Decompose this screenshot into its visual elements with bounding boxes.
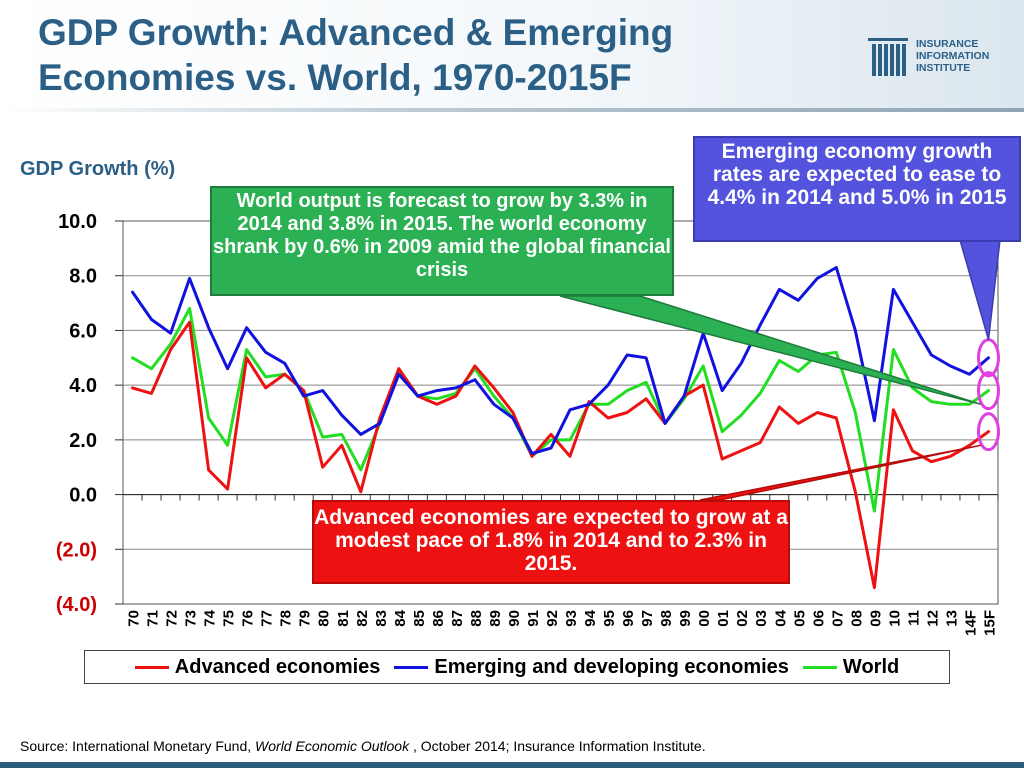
y-tick-label: (4.0)	[56, 594, 97, 616]
title-line-1: GDP Growth: Advanced & Emerging	[38, 12, 674, 53]
logo-line-3: INSTITUTE	[916, 62, 971, 74]
x-tick-label: 70	[126, 610, 143, 627]
x-tick-label: 90	[506, 610, 523, 627]
footer-band	[0, 762, 1024, 768]
x-tick-label: 82	[354, 610, 371, 627]
x-tick-label: 04	[772, 609, 789, 626]
logo-line-2: INFORMATION	[916, 50, 990, 62]
x-tick-label: 79	[297, 610, 314, 627]
logo-line-1: INSURANCE	[916, 38, 979, 50]
advanced-callout-pointer	[699, 444, 982, 501]
x-tick-label: 94	[582, 609, 599, 626]
x-tick-label: 83	[373, 610, 390, 627]
y-tick-label: 10.0	[58, 211, 97, 233]
legend-label-world: World	[842, 655, 900, 678]
header-divider	[0, 108, 1024, 112]
x-tick-label: 09	[867, 610, 884, 627]
x-tick-label: 85	[411, 610, 428, 627]
iii-logo-icon	[868, 38, 908, 76]
x-tick-label: 72	[164, 610, 181, 627]
x-tick-label: 13	[943, 610, 960, 627]
x-tick-label: 00	[696, 610, 713, 627]
x-tick-label: 98	[658, 610, 675, 627]
series-line-world	[131, 307, 990, 513]
x-tick-label: 86	[430, 610, 447, 627]
x-tick-label: 11	[905, 610, 922, 626]
world-callout-pointer	[559, 295, 982, 406]
x-tick-label: 73	[183, 610, 200, 627]
x-tick-label: 92	[544, 610, 561, 627]
x-tick-label: 10	[886, 610, 903, 627]
x-tick-label: 01	[715, 610, 732, 627]
world-callout: World output is forecast to grow by 3.3%…	[210, 186, 674, 296]
x-tick-label: 07	[829, 610, 846, 627]
y-axis-title: GDP Growth (%)	[20, 158, 176, 180]
legend-swatch-advanced	[134, 665, 169, 669]
y-tick-label: 0.0	[69, 485, 97, 507]
page-title: GDP Growth: Advanced & Emerging Economie…	[38, 10, 838, 100]
x-tick-label: 15F	[981, 610, 998, 636]
x-tick-label: 71	[145, 610, 162, 627]
y-tick-label: (2.0)	[56, 539, 97, 561]
x-tick-label: 89	[487, 610, 504, 627]
x-tick-label: 03	[753, 610, 770, 627]
x-tick-label: 06	[810, 610, 827, 627]
x-tick-label: 80	[316, 610, 333, 627]
emerging-callout: Emerging economy growth rates are expect…	[693, 136, 1021, 242]
highlight-ring-world	[976, 371, 1000, 411]
legend-label-advanced: Advanced economies	[174, 655, 381, 678]
x-tick-label: 84	[392, 609, 409, 626]
advanced-callout: Advanced economies are expected to grow …	[312, 500, 790, 584]
x-tick-label: 91	[525, 610, 542, 627]
x-tick-label: 14F	[962, 610, 979, 636]
highlight-ring-advanced	[976, 412, 1000, 452]
iii-logo: INSURANCE INFORMATION INSTITUTE	[866, 36, 989, 80]
x-tick-label: 76	[240, 610, 257, 627]
source-prefix: Source: International Monetary Fund,	[20, 738, 256, 754]
title-line-2: Economies vs. World, 1970-2015F	[38, 57, 632, 98]
x-tick-label: 99	[677, 610, 694, 627]
header-band	[0, 0, 1024, 108]
y-tick-label: 4.0	[69, 375, 97, 397]
x-tick-label: 12	[924, 610, 941, 627]
y-tick-label: 6.0	[69, 320, 97, 342]
x-tick-label: 77	[259, 610, 276, 627]
y-tick-label: 8.0	[69, 266, 97, 288]
source-note: Source: International Monetary Fund, Wor…	[20, 738, 706, 754]
emerging-callout-pointer	[959, 239, 1001, 341]
x-tick-label: 95	[601, 610, 618, 627]
legend-swatch-world	[802, 665, 837, 669]
x-tick-label: 08	[848, 610, 865, 627]
x-tick-label: 87	[449, 610, 466, 627]
x-tick-label: 93	[563, 610, 580, 627]
y-tick-label: 2.0	[69, 430, 97, 452]
legend-item-advanced: Advanced economies	[134, 655, 381, 679]
legend-item-world: World	[802, 655, 900, 679]
x-tick-label: 81	[335, 610, 352, 627]
logo-wordmark: INSURANCE INFORMATION INSTITUTE	[916, 38, 989, 74]
series-line-advanced	[131, 320, 990, 590]
series-line-emerging	[131, 266, 990, 455]
x-tick-label: 02	[734, 610, 751, 627]
x-tick-label: 75	[221, 610, 238, 627]
x-tick-label: 74	[202, 609, 219, 626]
source-publication: World Economic Outlook	[255, 738, 410, 754]
x-tick-label: 88	[468, 610, 485, 627]
x-tick-label: 05	[791, 610, 808, 627]
x-tick-label: 78	[278, 610, 295, 627]
legend-label-emerging: Emerging and developing economies	[434, 655, 789, 678]
x-tick-label: 97	[639, 610, 656, 627]
source-suffix: , October 2014; Insurance Information In…	[409, 738, 706, 754]
x-tick-label: 96	[620, 610, 637, 627]
legend-swatch-emerging	[394, 665, 429, 669]
legend-item-emerging: Emerging and developing economies	[394, 656, 789, 679]
chart-legend: Advanced economies Emerging and developi…	[84, 650, 950, 684]
